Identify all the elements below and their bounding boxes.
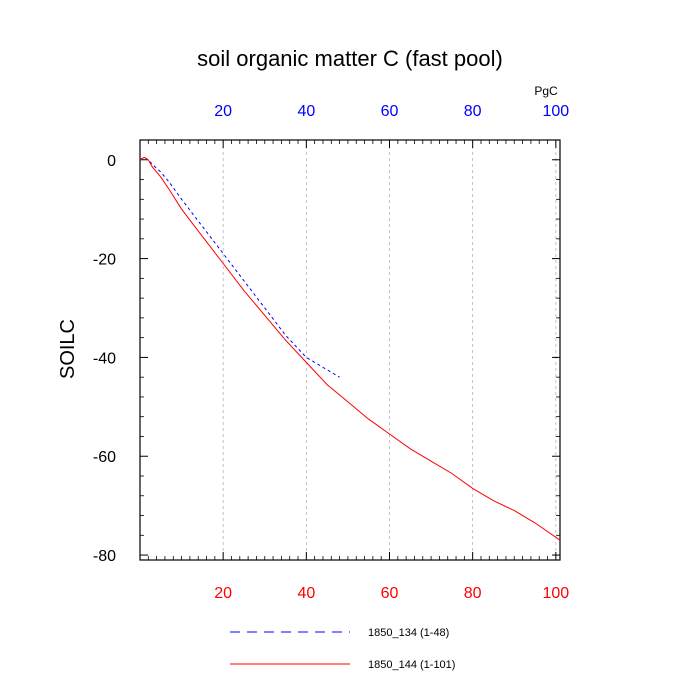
plot-frame <box>139 139 561 561</box>
y-tick-label: -80 <box>93 548 116 565</box>
y-tick-label: -20 <box>93 252 116 269</box>
chart-title: soil organic matter C (fast pool) <box>197 46 503 71</box>
plot-border <box>139 139 561 561</box>
axis-ticks: 20 20 40 40 60 60 80 80 100 100 0 -20 -40 -60 -80 <box>93 103 569 602</box>
x-tick-label-bottom: 60 <box>381 585 399 602</box>
x-tick-label-bottom: 100 <box>542 585 569 602</box>
x-tick-label-top: 60 <box>381 103 399 120</box>
x-tick-label-bottom: 80 <box>464 585 482 602</box>
legend-label: 1850_144 (1-101) <box>368 659 455 671</box>
x-tick-label-top: 40 <box>297 103 315 120</box>
legend: 1850_134 (1-48) 1850_144 (1-101) <box>230 627 455 671</box>
series-line-1 <box>139 156 340 378</box>
x-tick-label-top: 80 <box>464 103 482 120</box>
x-tick-label-bottom: 40 <box>297 585 315 602</box>
legend-label: 1850_134 (1-48) <box>368 627 449 639</box>
y-tick-label: 0 <box>107 153 116 170</box>
y-tick-label: -60 <box>93 449 116 466</box>
series-line-2 <box>139 156 561 541</box>
x-tick-label-bottom: 20 <box>214 585 232 602</box>
y-axis-label: SOILC <box>57 319 79 379</box>
top-axis-unit: PgC <box>534 84 558 98</box>
y-tick-label: -40 <box>93 350 116 367</box>
series-layer <box>139 156 561 541</box>
x-tick-label-top: 20 <box>214 103 232 120</box>
x-tick-label-top: 100 <box>542 103 569 120</box>
x-gridlines <box>222 140 557 560</box>
